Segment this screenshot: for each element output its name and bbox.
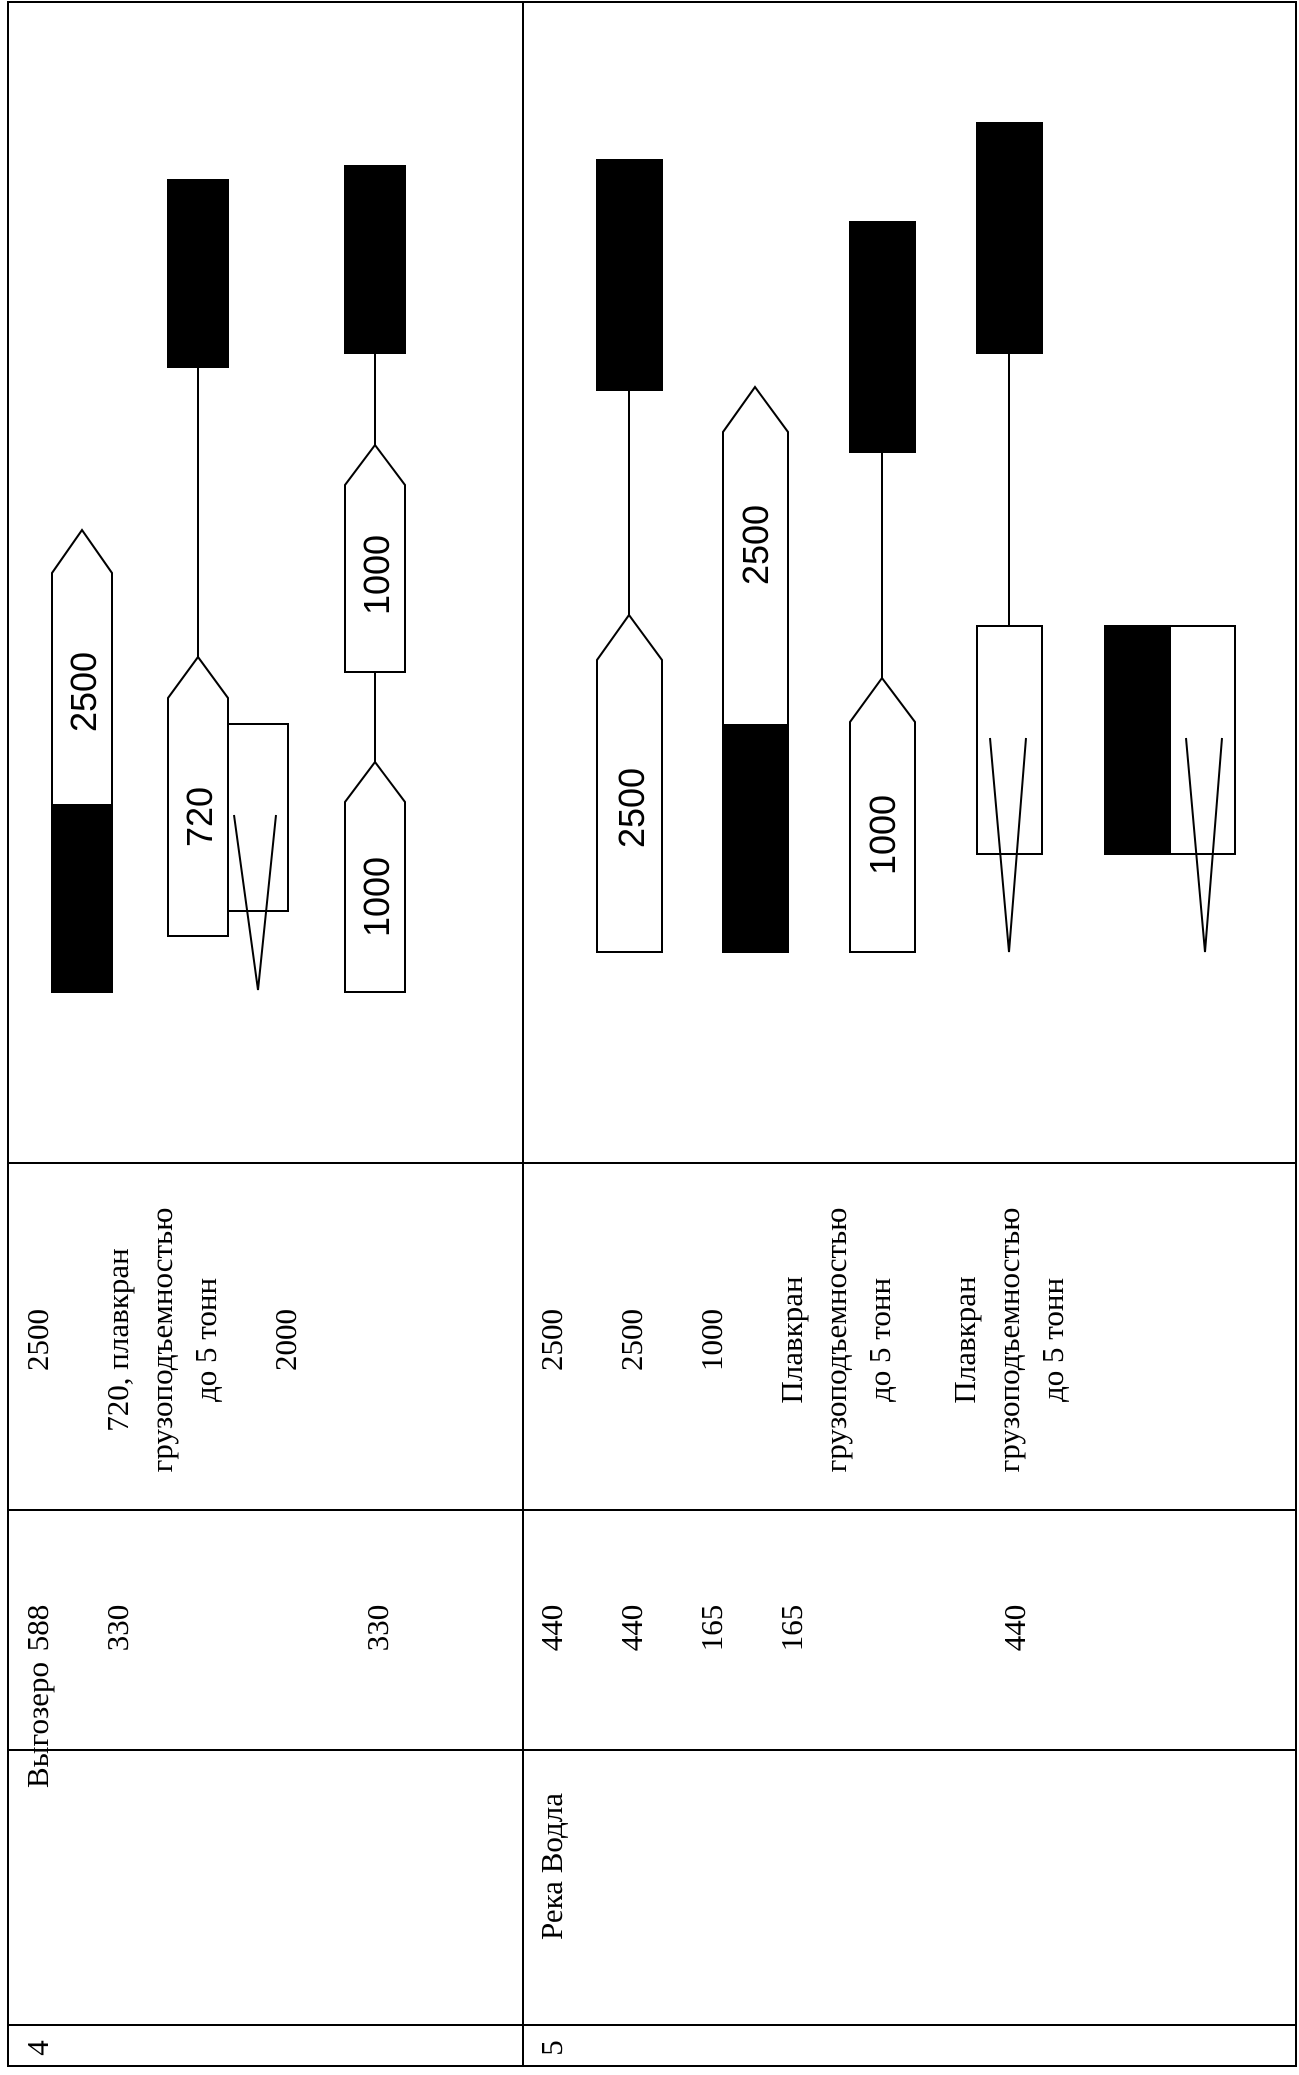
floating-crane-icon <box>227 723 289 991</box>
capacity-value: 2500 <box>20 1309 55 1371</box>
barge-capacity-label: 2500 <box>63 652 104 732</box>
floating-crane-icon <box>1104 625 1236 953</box>
barge-capacity-label: 1000 <box>356 857 397 937</box>
capacity-value: 2000 <box>268 1309 303 1371</box>
barge-capacity-label: 720 <box>179 787 220 847</box>
barge-icon <box>849 676 916 953</box>
length-value: 440 <box>614 1605 649 1652</box>
capacity-value: до 5 тонн <box>1035 1278 1070 1402</box>
length-value: 588 <box>20 1605 55 1652</box>
barge-capacity-label: 1000 <box>862 795 903 875</box>
capacity-value: 2500 <box>614 1309 649 1371</box>
capacity-value: 2500 <box>534 1309 569 1371</box>
length-value: 165 <box>694 1605 729 1652</box>
barge-icon <box>167 655 229 937</box>
barge-capacity-label: 2500 <box>611 768 652 848</box>
capacity-value: Плавкран <box>947 1276 982 1403</box>
convoy-diagram-row-5: 2500 2500 1000 <box>596 122 1236 953</box>
tug-icon <box>167 179 229 368</box>
location-name: Река Водла <box>534 1793 569 1940</box>
length-value: 440 <box>534 1605 569 1652</box>
row-number: 4 <box>20 2040 55 2056</box>
capacity-value: грузоподъемностью <box>144 1208 179 1473</box>
length-value: 440 <box>997 1605 1032 1652</box>
floating-crane-icon <box>976 625 1043 953</box>
tug-icon <box>849 221 916 453</box>
capacity-value: грузоподъемностью <box>991 1208 1026 1473</box>
table-row-4: 4 Выгозеро 588 330 330 2500 720, плавкра… <box>20 1208 395 2056</box>
capacity-value: 1000 <box>694 1309 729 1371</box>
table-border <box>7 1 1297 2067</box>
table-row-5: 5 Река Водла 440 440 165 165 440 2500 25… <box>534 1208 1070 2056</box>
capacity-value: 720, плавкран <box>100 1248 135 1431</box>
row-number: 5 <box>534 2040 569 2056</box>
length-value: 330 <box>360 1605 395 1652</box>
barge-icon <box>596 613 663 953</box>
barge-icon <box>344 760 406 993</box>
barge-icon <box>344 443 406 673</box>
barge-capacity-label: 2500 <box>735 505 776 585</box>
tug-icon <box>596 159 663 391</box>
barge-capacity-label: 1000 <box>356 535 397 615</box>
capacity-value: до 5 тонн <box>188 1278 223 1402</box>
capacity-value: Плавкран <box>774 1276 809 1403</box>
capacity-value: до 5 тонн <box>862 1278 897 1402</box>
tug-icon <box>976 122 1043 354</box>
convoy-diagram-row-4: 2500 720 1000 1000 <box>51 165 406 993</box>
length-value: 165 <box>774 1605 809 1652</box>
length-value: 330 <box>100 1605 135 1652</box>
barge-icon <box>722 385 789 953</box>
table-grid <box>7 1 1297 2067</box>
capacity-value: грузоподъемностью <box>818 1208 853 1473</box>
barge-icon <box>51 528 113 993</box>
location-name: Выгозеро <box>20 1662 55 1788</box>
tug-icon <box>344 165 406 354</box>
